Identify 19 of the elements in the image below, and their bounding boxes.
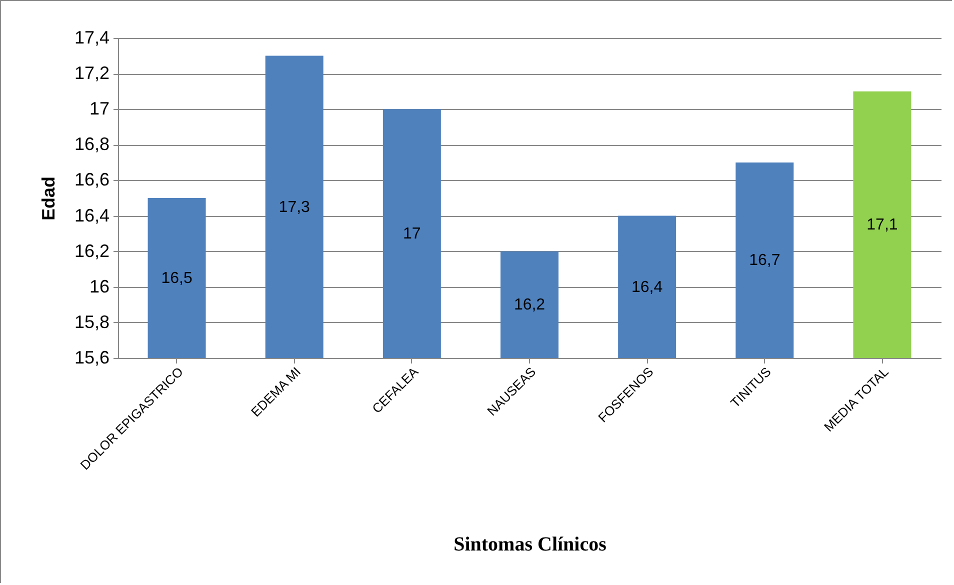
data-label: 16,4	[632, 278, 663, 296]
y-tick-label: 16,6	[74, 170, 110, 190]
y-tick-label: 15,8	[74, 312, 110, 332]
y-tick-label: 16,4	[74, 205, 110, 226]
y-tick-label: 17,4	[74, 28, 110, 48]
data-label: 17,3	[278, 198, 310, 216]
data-label: 16,5	[161, 270, 192, 287]
data-label: 17	[403, 226, 421, 243]
y-tick-label: 16	[89, 276, 110, 296]
y-tick-label: 16,2	[74, 240, 110, 261]
y-tick-label: 17	[89, 98, 110, 119]
y-axis-title: Edad	[38, 176, 58, 221]
y-tick-label: 17,2	[74, 63, 110, 84]
y-tick-label: 16,8	[74, 134, 110, 154]
x-axis-title: Sintomas Clínicos	[454, 534, 607, 556]
data-label: 17,1	[866, 216, 898, 234]
y-tick-label: 15,6	[74, 348, 110, 368]
data-label: 16,7	[749, 252, 780, 270]
data-label: 16,2	[514, 296, 546, 314]
